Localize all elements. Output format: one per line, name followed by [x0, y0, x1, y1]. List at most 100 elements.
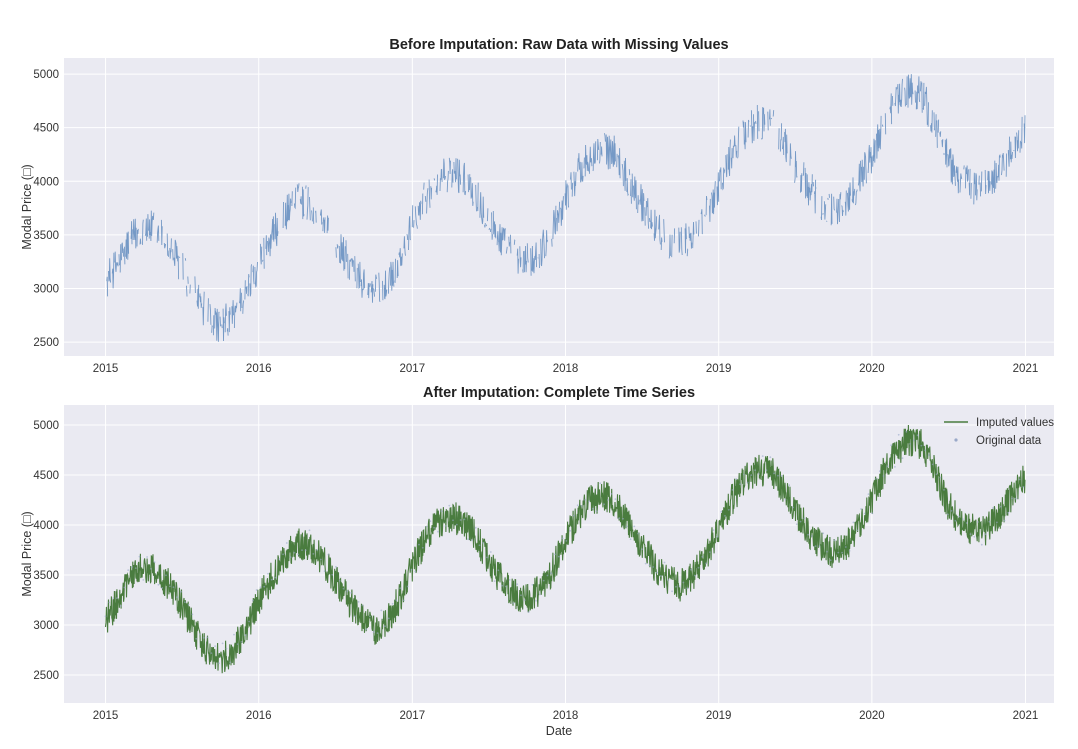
data-point-original: [580, 505, 583, 507]
data-point-original: [263, 585, 266, 588]
data-point-original: [161, 587, 164, 589]
data-point-original: [573, 514, 575, 517]
y-tick-label: 4500: [33, 123, 59, 135]
y-tick-label: 4000: [33, 176, 59, 188]
data-point-original: [807, 533, 809, 536]
chart-title: After Imputation: Complete Time Series: [423, 385, 695, 401]
y-tick-label: 4000: [33, 520, 59, 532]
data-point-original: [316, 549, 318, 551]
data-point-original: [293, 551, 296, 554]
data-point-original: [542, 579, 545, 582]
data-point-original: [591, 507, 594, 510]
data-point-original: [471, 539, 473, 542]
data-point-original: [829, 559, 832, 562]
data-point-original: [210, 652, 213, 654]
data-point-original: [289, 556, 292, 559]
data-point-original: [425, 525, 428, 528]
series-layer: [104, 424, 1026, 674]
data-point-original: [758, 473, 760, 475]
data-point-original: [709, 551, 711, 553]
data-point-original: [788, 484, 791, 487]
data-point-original: [743, 473, 745, 476]
data-point-original: [833, 539, 836, 542]
series-line-imputed: [104, 424, 1026, 674]
data-point-original: [992, 507, 994, 509]
data-point-original: [844, 546, 847, 548]
data-point-original: [455, 523, 458, 526]
data-point-original: [795, 523, 798, 526]
x-tick-label: 2021: [1013, 710, 1039, 722]
data-point-original: [875, 478, 877, 480]
data-point-original: [474, 526, 477, 529]
data-point-original: [667, 579, 670, 581]
y-tick-label: 5000: [33, 69, 59, 81]
y-tick-label: 5000: [33, 420, 59, 432]
data-point-original: [414, 570, 417, 573]
data-point-original: [180, 590, 183, 593]
data-point-original: [784, 498, 787, 501]
data-point-original: [954, 519, 957, 522]
data-point-original: [916, 434, 919, 437]
data-point-original: [920, 444, 923, 447]
data-point-original: [682, 581, 685, 584]
x-tick-label: 2015: [93, 363, 119, 375]
data-point-original: [297, 553, 300, 556]
data-point-original: [735, 478, 738, 480]
data-point-original: [153, 561, 156, 564]
data-point-original: [897, 433, 900, 436]
data-point-original: [641, 548, 643, 551]
data-point-original: [599, 482, 602, 485]
data-point-original: [894, 466, 896, 468]
y-axis-label: Modal Price (□): [20, 164, 34, 249]
data-point-original: [622, 517, 624, 520]
data-point-original: [931, 463, 934, 466]
data-point-original: [644, 562, 647, 565]
data-point-original: [811, 535, 813, 537]
data-point-original: [187, 603, 190, 606]
data-point-original: [331, 573, 334, 576]
data-point-original: [878, 470, 881, 473]
data-point-original: [614, 498, 617, 500]
data-point-original: [184, 601, 186, 604]
data-point-original: [950, 510, 953, 512]
x-axis: 2015 2016 2017 2018 2019 2020 2021: [93, 363, 1039, 375]
x-tick-label: 2018: [553, 363, 579, 375]
data-point-original: [656, 571, 658, 574]
x-tick-label: 2015: [93, 710, 119, 722]
data-point-original: [939, 476, 942, 479]
data-point-original: [327, 553, 330, 556]
data-point-original: [335, 565, 337, 568]
data-point-original: [376, 632, 379, 634]
data-point-original: [773, 472, 775, 475]
data-point-original: [244, 634, 247, 636]
data-point-original: [384, 625, 386, 628]
data-point-original: [270, 578, 273, 581]
data-point-original: [792, 506, 794, 509]
x-tick-label: 2019: [706, 363, 732, 375]
data-point-original: [837, 551, 840, 554]
data-point-original: [150, 568, 152, 570]
data-point-original: [236, 643, 239, 645]
data-point-original: [539, 593, 541, 596]
data-point-original: [448, 504, 451, 507]
data-point-original: [218, 662, 220, 665]
data-point-original: [999, 505, 1002, 508]
data-point-original: [312, 553, 315, 555]
data-point-original: [780, 474, 783, 477]
data-point-original: [104, 615, 107, 618]
data-point-original: [323, 570, 326, 572]
data-point-original: [943, 489, 945, 491]
chart-title: Before Imputation: Raw Data with Missing…: [389, 37, 728, 53]
data-point-original: [1014, 497, 1017, 500]
data-point-original: [512, 602, 515, 605]
y-tick-label: 3000: [33, 283, 59, 295]
data-point-original: [255, 589, 258, 591]
data-point-original: [980, 543, 983, 546]
data-point-original: [165, 574, 167, 577]
data-point-original: [1018, 478, 1021, 481]
data-point-original: [924, 449, 927, 452]
data-point-original: [969, 533, 972, 535]
data-point-original: [739, 483, 741, 486]
data-point-original: [346, 590, 349, 593]
grid-lines: [64, 58, 1054, 356]
